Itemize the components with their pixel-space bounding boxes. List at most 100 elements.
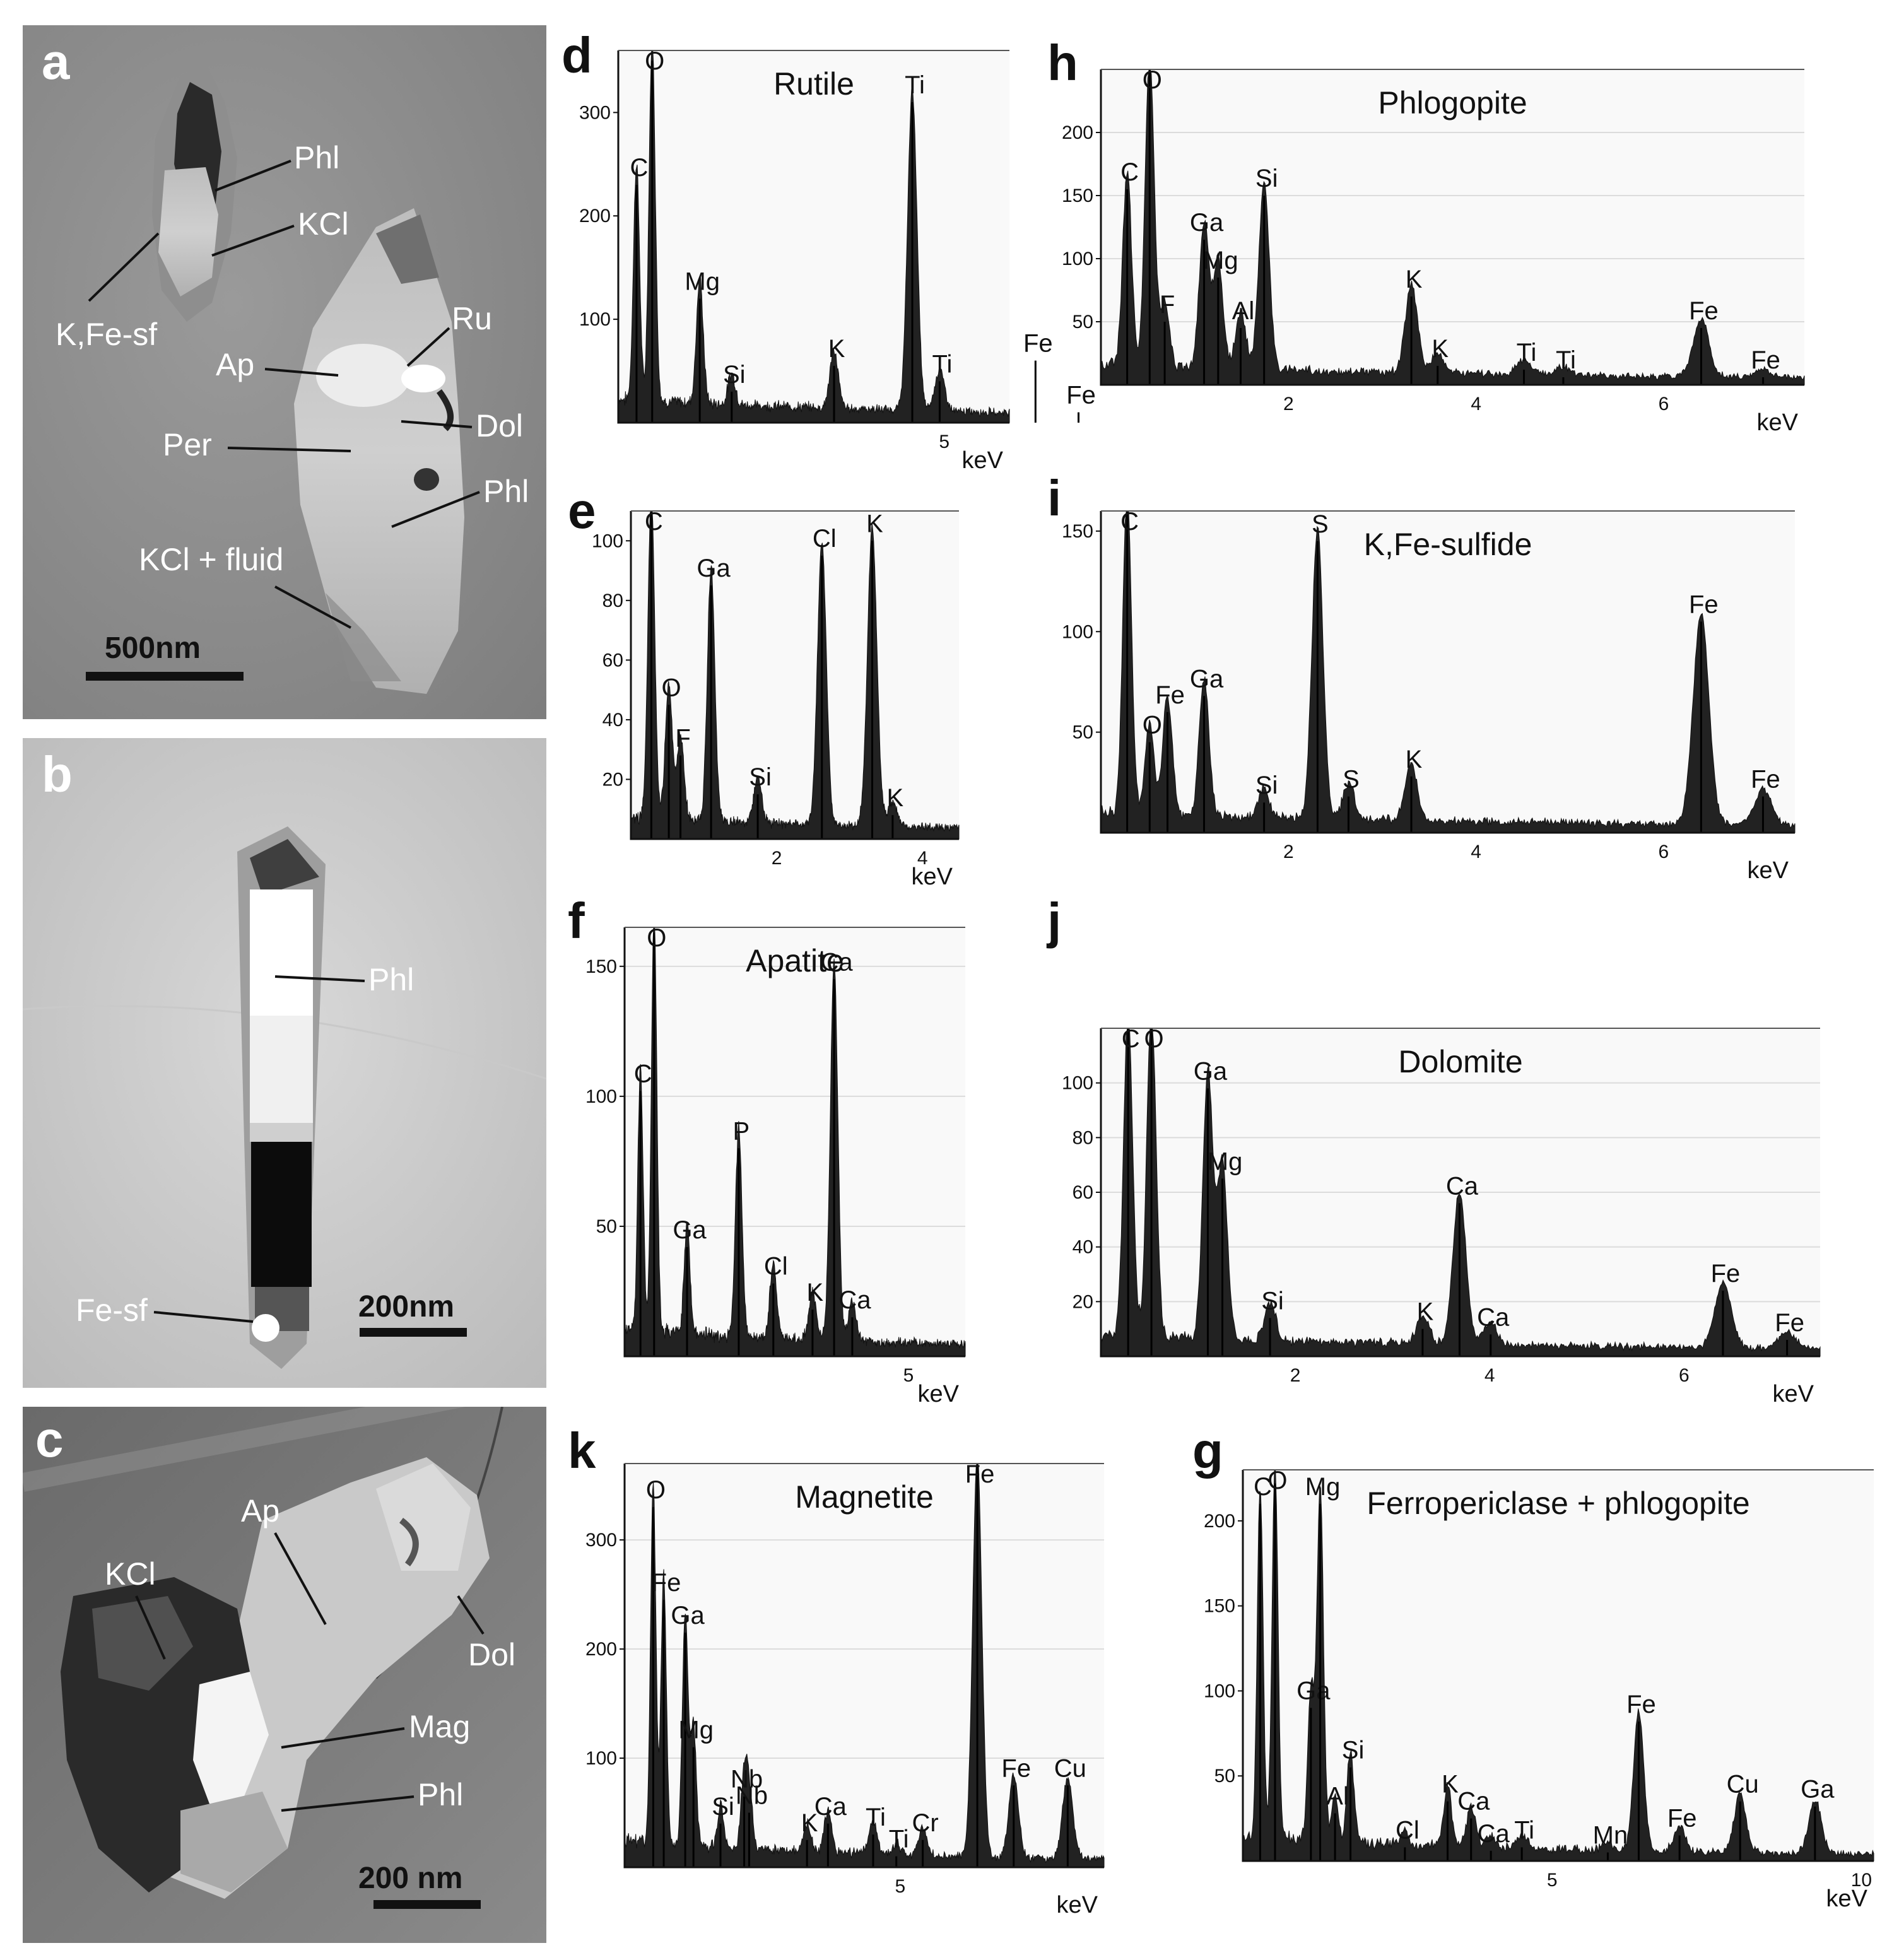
x-axis-label: keV bbox=[1748, 857, 1789, 884]
peak-label-k-6: Nb bbox=[736, 1782, 768, 1810]
peak-label-g-4: Al bbox=[1326, 1783, 1349, 1810]
peak-label-i-4: Si bbox=[1255, 772, 1278, 799]
label-kcl-a: KCl bbox=[298, 206, 349, 242]
x-axis-label: keV bbox=[912, 864, 953, 890]
peak-label-i-8: Fe bbox=[1689, 590, 1719, 618]
x-axis-label: keV bbox=[1826, 1886, 1868, 1912]
spectrum-area bbox=[1100, 510, 1796, 833]
spectrum-title: Phlogopite bbox=[1378, 85, 1527, 120]
panel-label-b: b bbox=[42, 746, 73, 802]
peak-label-h-10: Ti bbox=[1556, 346, 1576, 374]
micrograph-a-image bbox=[23, 25, 546, 719]
spectrum-area bbox=[1100, 1028, 1821, 1357]
x-tick-label: 5 bbox=[895, 1876, 905, 1897]
peak-label-e-5: Cl bbox=[813, 525, 837, 553]
peak-label-h-11: Fe bbox=[1689, 297, 1719, 325]
spectrum-area bbox=[624, 1463, 1105, 1868]
label-phl-a2: Phl bbox=[483, 474, 529, 509]
y-tick-label: 40 bbox=[1073, 1237, 1093, 1258]
scale-label-c: 200 nm bbox=[358, 1862, 463, 1895]
scale-bar-b bbox=[360, 1328, 467, 1337]
y-tick-label: 100 bbox=[585, 1748, 617, 1769]
y-tick-label: 150 bbox=[1062, 521, 1093, 542]
peak-label-k-9: Ti bbox=[866, 1804, 886, 1831]
axes bbox=[630, 511, 959, 840]
x-tick-label: 4 bbox=[1471, 842, 1481, 862]
y-tick-label: 200 bbox=[579, 206, 611, 226]
peak-label-i-0: C bbox=[1120, 508, 1139, 536]
peak-label-g-8: Ca bbox=[1457, 1788, 1490, 1816]
panel-label-f: f bbox=[568, 893, 585, 949]
x-tick-label: 5 bbox=[1547, 1870, 1558, 1891]
spectrum-i: C O Fe Ga Si S S K Fe Fe 50 100 150 2 4 6 keV K,Fe-sulfid… bbox=[1041, 473, 1880, 889]
spectrum-title: Rutile bbox=[773, 66, 854, 102]
y-tick-label: 100 bbox=[579, 309, 611, 330]
spectrum-title: K,Fe-sulfide bbox=[1364, 527, 1532, 562]
x-tick-label: 6 bbox=[1659, 842, 1669, 862]
panel-label-g: g bbox=[1192, 1423, 1223, 1479]
peak-label-d-6: Ti bbox=[932, 350, 953, 378]
peak-label-e-7: K bbox=[887, 784, 904, 812]
y-tick-label: 50 bbox=[1073, 722, 1093, 743]
x-tick-label: 4 bbox=[1471, 394, 1481, 414]
axes bbox=[623, 1464, 1104, 1869]
x-tick-label: 2 bbox=[772, 848, 782, 869]
x-axis-label: keV bbox=[1757, 409, 1799, 436]
panel-label-j: j bbox=[1047, 893, 1062, 949]
label-phl-c: Phl bbox=[418, 1777, 464, 1812]
peak-label-g-0: C bbox=[1254, 1473, 1272, 1501]
x-tick-label: 4 bbox=[1484, 1365, 1495, 1386]
peak-label-g-6: Cl bbox=[1396, 1816, 1420, 1844]
peak-label-j-8: Fe bbox=[1711, 1260, 1741, 1288]
peak-label-g-14: Cu bbox=[1727, 1771, 1759, 1799]
y-tick-label: 100 bbox=[1204, 1681, 1235, 1701]
spectrum-j: C O Ga Mg Si K Ca Ca Fe Fe 20 40 60 80 100 2 4 6 keV Dolomi… bbox=[1041, 889, 1880, 1432]
peak-label-j-2: Ga bbox=[1194, 1057, 1228, 1085]
panel-label-k: k bbox=[568, 1423, 596, 1479]
spectrum-h: C O F Ga Mg Al Si K K Ti Ti Fe Fe 50 100 150 200 2 4 6 keV Ph… bbox=[1041, 25, 1880, 467]
peak-label-i-9: Fe bbox=[1751, 766, 1780, 794]
label-ap-a: Ap bbox=[216, 347, 255, 382]
x-tick-label: 5 bbox=[939, 431, 949, 452]
peak-label-e-3: Ga bbox=[697, 555, 731, 582]
y-tick-label: 100 bbox=[1062, 1073, 1093, 1094]
peak-label-e-0: C bbox=[645, 508, 663, 536]
peak-label-f-3: P bbox=[733, 1117, 750, 1145]
peak-label-j-0: C bbox=[1122, 1025, 1140, 1053]
peak-label-e-6: K bbox=[866, 510, 883, 537]
label-kfe-sf-a: K,Fe-sf bbox=[56, 317, 158, 352]
x-tick-label: 10 bbox=[1851, 1870, 1872, 1891]
spectrum-title: Ferropericlase + phlogopite bbox=[1367, 1486, 1749, 1521]
peak-label-k-12: Fe bbox=[965, 1460, 995, 1488]
y-tick-label: 60 bbox=[1073, 1182, 1093, 1203]
peak-label-j-7: Ca bbox=[1477, 1303, 1510, 1331]
peak-label-k-5: Nb bbox=[731, 1766, 763, 1793]
micrograph-c-image bbox=[23, 1407, 546, 1943]
peak-label-f-2: Ga bbox=[673, 1216, 707, 1244]
peak-label-i-7: K bbox=[1406, 746, 1423, 773]
peak-label-g-13: Fe bbox=[1667, 1805, 1697, 1833]
peak-label-k-14: Cu bbox=[1054, 1754, 1086, 1782]
x-axis-label: keV bbox=[962, 447, 1004, 474]
panel-label-d: d bbox=[561, 27, 592, 83]
y-tick-label: 150 bbox=[1062, 185, 1093, 206]
y-tick-label: 200 bbox=[585, 1639, 617, 1660]
label-kcl-c: KCl bbox=[105, 1556, 156, 1592]
x-tick-label: 2 bbox=[1283, 842, 1294, 862]
peak-label-e-4: Si bbox=[749, 763, 772, 791]
peak-label-g-10: Ti bbox=[1514, 1816, 1534, 1844]
label-ap-c: Ap bbox=[241, 1493, 280, 1529]
label-kcl-fluid-a: KCl + fluid bbox=[139, 542, 284, 577]
peak-label-g-7: K bbox=[1442, 1771, 1459, 1799]
scale-bar-c bbox=[373, 1900, 481, 1909]
peak-label-d-8: Fe bbox=[1066, 382, 1096, 409]
x-tick-label: 4 bbox=[917, 848, 928, 869]
peak-label-f-0: C bbox=[634, 1060, 652, 1088]
y-tick-label: 20 bbox=[603, 769, 623, 790]
peak-label-k-8: Ca bbox=[814, 1793, 847, 1821]
y-tick-label: 300 bbox=[579, 102, 611, 123]
label-mag-c: Mag bbox=[409, 1709, 471, 1744]
